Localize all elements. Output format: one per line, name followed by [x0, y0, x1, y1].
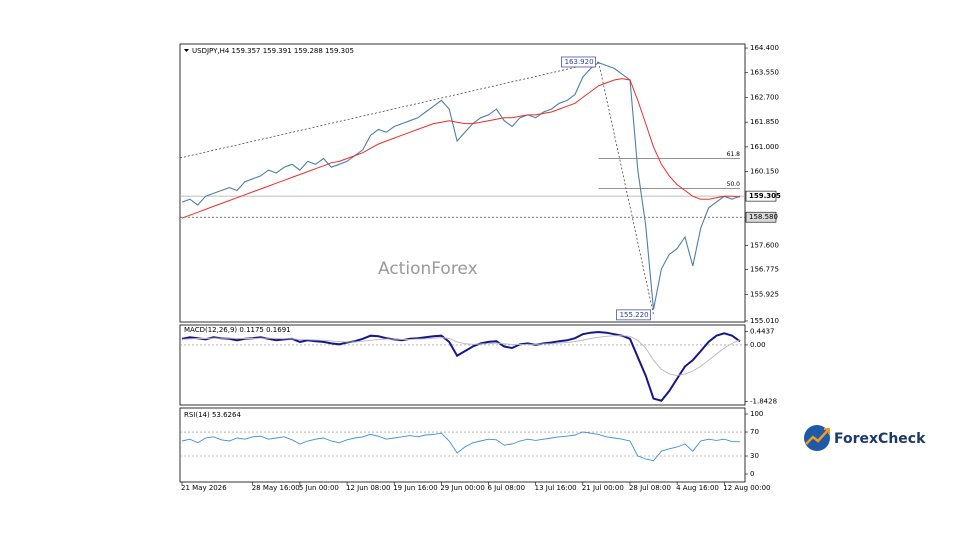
y-tick-label: -1.8428	[750, 397, 777, 405]
x-tick-label: 29 Jun 00:00	[440, 484, 484, 492]
panel-title: USDJPY,H4 159.357 159.391 159.288 159.30…	[192, 47, 354, 55]
logo-globe	[804, 425, 830, 451]
y-tick-label: 161.000	[750, 143, 779, 151]
x-tick-label: 12 Jun 08:00	[346, 484, 390, 492]
y-tick-label: 162.700	[750, 93, 779, 101]
x-tick-label: 21 Jul 00:00	[582, 484, 624, 492]
x-tick-label: 28 Jul 08:00	[629, 484, 671, 492]
x-tick-label: 28 May 16:00	[252, 484, 300, 492]
x-tick-label: 21 May 2026	[181, 484, 227, 492]
y-tick-label: 160.150	[750, 168, 779, 176]
trendline	[179, 61, 599, 159]
fib-label: 50.0	[727, 181, 741, 188]
price-line	[181, 61, 741, 310]
x-tick-label: 4 Aug 16:00	[676, 484, 719, 492]
rsi-line	[181, 431, 741, 462]
low-label: 155.220	[620, 311, 649, 319]
x-tick-label: 19 Jun 16:00	[393, 484, 437, 492]
y-tick-label: 163.550	[750, 69, 779, 77]
logo-arrow	[805, 429, 829, 445]
menu-arrow	[184, 49, 189, 52]
panel-title: MACD(12,26,9) 0.1175 0.1691	[184, 326, 291, 334]
fib-label: 61.8	[727, 151, 741, 158]
y-tick-label: 0.00	[750, 341, 766, 349]
y-tick-label: 0.4437	[750, 327, 775, 335]
y-tick-label: 157.600	[750, 242, 779, 250]
low-label-box	[616, 309, 651, 321]
x-tick-label: 6 Jul 08:00	[488, 484, 526, 492]
y-tick-label: 30	[750, 452, 759, 460]
last_price-axis-label: 159.305	[749, 192, 781, 200]
y-tick-label: 156.775	[750, 266, 779, 274]
y-tick-label: 161.850	[750, 118, 779, 126]
moving-average	[181, 78, 741, 219]
x-tick-label: 5 Jun 00:00	[299, 484, 339, 492]
y-tick-label: 164.400	[750, 44, 779, 52]
high-label-box	[561, 56, 596, 68]
logo-arrow-head	[824, 428, 830, 434]
last_price-axis-box	[745, 190, 777, 202]
support-axis-box	[745, 211, 777, 223]
y-tick-label: 155.010	[750, 317, 779, 325]
y-tick-label: 100	[750, 410, 763, 418]
price-panel	[179, 43, 746, 323]
panel-title: RSI(14) 53.6264	[184, 411, 241, 419]
x-tick-label: 13 Jul 16:00	[535, 484, 577, 492]
y-tick-label: 70	[750, 428, 759, 436]
y-tick-label: 155.925	[750, 290, 779, 298]
y-tick-label: 0	[750, 470, 754, 478]
logo: ForexCheck	[804, 425, 926, 451]
macd-signal	[181, 335, 741, 377]
logo-text: ForexCheck	[834, 431, 926, 447]
rsi-panel	[179, 407, 746, 483]
high-label: 163.920	[565, 58, 594, 66]
watermark: ActionForex	[378, 259, 478, 279]
macd-line	[181, 330, 741, 402]
support-axis-label: 158.580	[749, 213, 778, 221]
macd-panel	[179, 324, 746, 406]
x-tick-label: 12 Aug 00:00	[723, 484, 770, 492]
